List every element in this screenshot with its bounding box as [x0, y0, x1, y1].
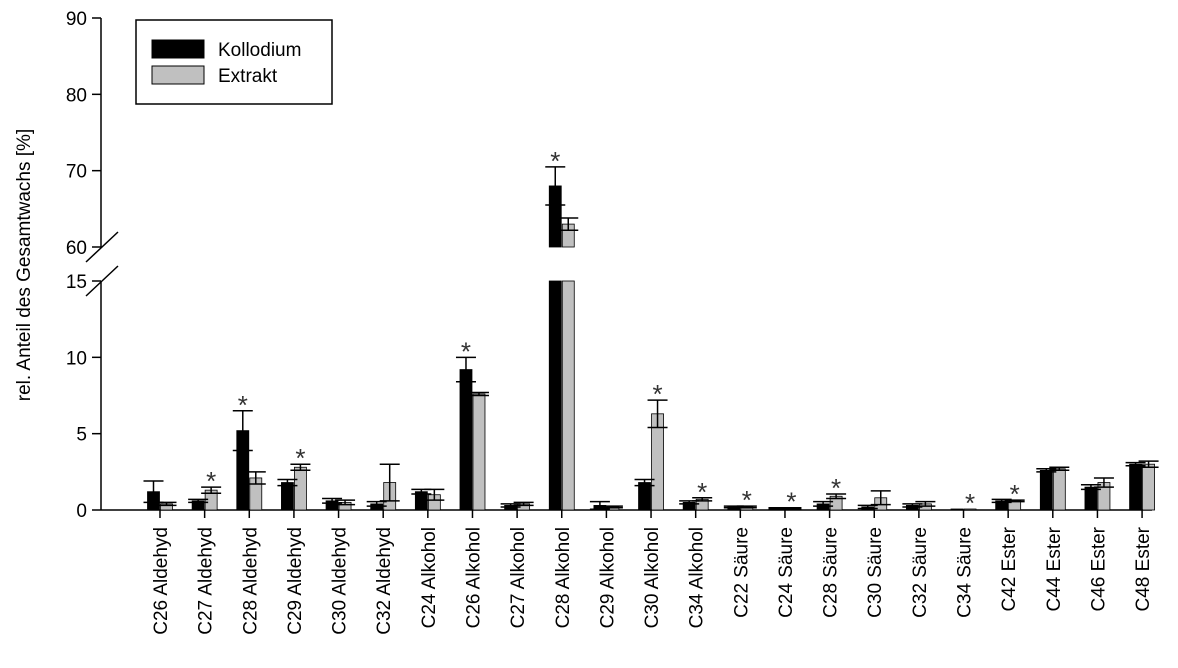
bar-kollodium-c26-alkohol	[459, 369, 473, 511]
x-tick-label-c29-aldehyd: C29 Aldehyd	[285, 527, 306, 635]
bar-kollodium-c46-ester	[1084, 486, 1098, 511]
legend-label-extrakt: Extrakt	[218, 66, 278, 87]
bar-kollodium-c44-ester	[1039, 469, 1053, 511]
x-tick-label-c22-saeure: C22 Säure	[731, 527, 752, 618]
y-tick-label: 90	[66, 9, 87, 30]
bars	[147, 185, 1155, 511]
significance-star-c30-alkohol: *	[652, 379, 662, 409]
y-tick-label: 0	[76, 501, 87, 522]
legend-swatch-extrakt	[151, 65, 205, 85]
bar-kollodium-c30-alkohol	[638, 482, 651, 511]
x-tick-label-c46-ester: C46 Ester	[1088, 526, 1109, 611]
x-tick-label-c24-alkohol: C24 Alkohol	[419, 527, 440, 628]
y-tick-label: 15	[66, 272, 87, 293]
y-tick-label: 5	[76, 425, 87, 446]
significance-star-c28-aldehyd: *	[238, 390, 248, 420]
significance-star-c28-alkohol: *	[550, 146, 560, 176]
x-tick-label-c24-saeure: C24 Säure	[776, 527, 797, 618]
error-bars	[143, 166, 1159, 510]
x-tick-label-c26-aldehyd: C26 Aldehyd	[151, 527, 172, 635]
x-tick-label-c30-saeure: C30 Säure	[865, 527, 886, 618]
x-tick-label-c28-alkohol: C28 Alkohol	[553, 527, 574, 628]
y-axis-title: rel. Anteil des Gesamtwachs [%]	[14, 129, 35, 401]
x-tick-label-c42-ester: C42 Ester	[999, 526, 1020, 611]
x-tick-labels: C26 Aldehyd C27 Aldehyd C28 Aldehyd C29 Ald…	[151, 526, 1154, 634]
x-tick-label-c32-saeure: C32 Säure	[910, 527, 931, 618]
x-tick-label-c34-alkohol: C34 Alkohol	[687, 527, 708, 628]
x-tick-label-c30-aldehyd: C30 Aldehyd	[330, 527, 351, 635]
y-tick-label: 80	[66, 85, 87, 106]
bar-kollodium-c29-aldehyd	[281, 482, 294, 511]
bar-extrakt-c44-ester	[1052, 468, 1066, 511]
x-tick-label-c28-aldehyd: C28 Aldehyd	[240, 527, 261, 635]
x-tick-label-c27-aldehyd: C27 Aldehyd	[196, 527, 217, 635]
y-tick-label: 70	[66, 162, 87, 183]
legend-swatch-kollodium	[151, 39, 205, 59]
x-tick-label-c30-alkohol: C30 Alkohol	[642, 527, 663, 628]
significance-star-c27-aldehyd: *	[206, 466, 216, 496]
legend: Kollodium Extrakt	[135, 19, 333, 105]
axis-break-mark-lower	[85, 265, 119, 297]
significance-star-c28-saeure: *	[831, 473, 841, 503]
x-tick-label-c26-alkohol: C26 Alkohol	[463, 527, 484, 628]
legend-label-kollodium: Kollodium	[218, 40, 301, 61]
bar-extrakt-c34-saeure	[963, 508, 977, 511]
x-tick-label-c44-ester: C44 Ester	[1044, 526, 1065, 611]
bar-kollodium-c34-saeure	[950, 508, 964, 511]
y-tick-label: 10	[66, 348, 87, 369]
significance-markers: * * * * * * * * * * * *	[206, 146, 1020, 518]
x-tick-label-c34-saeure: C34 Säure	[955, 527, 976, 618]
significance-star-c42-ester: *	[1010, 479, 1020, 509]
x-tick-label-c32-aldehyd: C32 Aldehyd	[374, 527, 395, 635]
axis-break-mark-upper	[85, 231, 119, 263]
bar-extrakt-c48-ester	[1142, 463, 1155, 511]
bar-kollodium-c28-alkohol-lower	[548, 280, 562, 511]
significance-star-c22-saeure: *	[742, 485, 752, 515]
legend-box	[135, 19, 333, 105]
significance-star-c34-saeure: *	[965, 488, 975, 518]
x-tick-label-c27-alkohol: C27 Alkohol	[508, 527, 529, 628]
bar-kollodium-c48-ester	[1129, 463, 1142, 511]
bar-extrakt-c26-alkohol	[472, 393, 486, 511]
y-tick-label: 60	[66, 238, 87, 259]
significance-star-c34-alkohol: *	[697, 477, 707, 507]
x-tick-label-c48-ester: C48 Ester	[1133, 526, 1154, 611]
x-tick-label-c28-saeure: C28 Säure	[821, 527, 842, 618]
significance-star-c26-alkohol: *	[461, 336, 471, 366]
bar-extrakt-c28-alkohol-lower	[561, 280, 575, 511]
x-tick-label-c29-alkohol: C29 Alkohol	[597, 527, 618, 628]
significance-star-c24-saeure: *	[786, 487, 796, 517]
bar-extrakt-c29-aldehyd	[294, 466, 307, 511]
significance-star-c29-aldehyd: *	[295, 443, 305, 473]
axes: 0 5 10 15 60 70 80 90	[66, 9, 1152, 522]
